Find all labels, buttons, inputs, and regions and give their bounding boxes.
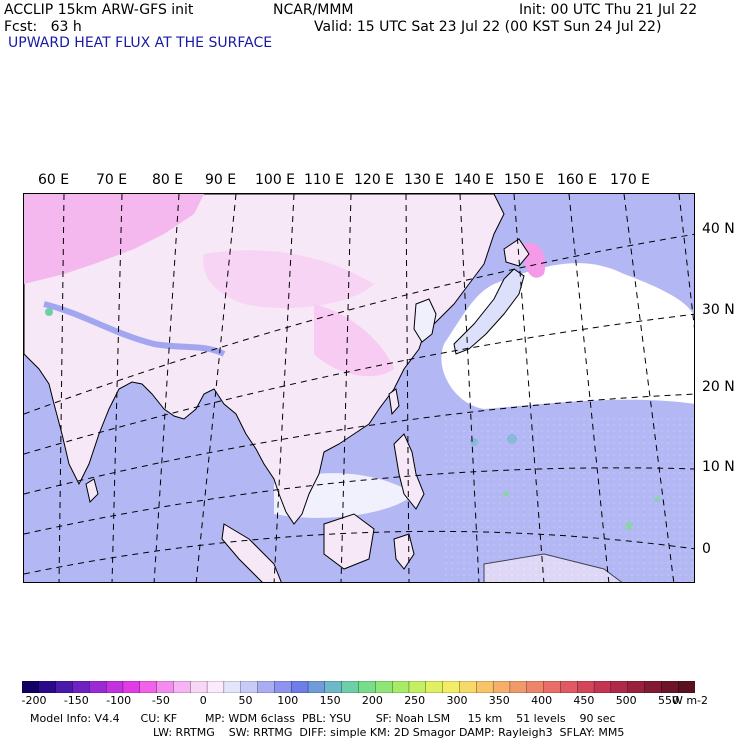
heat-flux-map — [24, 194, 694, 582]
colorbar-swatch — [139, 681, 158, 693]
colorbar-swatch — [38, 681, 57, 693]
colorbar-tick-label: 100 — [277, 694, 299, 707]
colorbar-tick-label: 0 — [199, 694, 207, 707]
longitude-label: 110 E — [304, 172, 345, 188]
negative-flux-central — [203, 250, 374, 308]
model-info-line1: Model Info: V4.4 CU: KF MP: WDM 6class P… — [30, 712, 616, 725]
colorbar-swatch — [324, 681, 343, 693]
colorbar-swatch — [375, 681, 393, 693]
colorbar-swatch — [577, 681, 595, 693]
colorbar-swatch — [307, 681, 326, 693]
colorbar-swatch — [627, 681, 646, 693]
colorbar — [22, 681, 695, 693]
colorbar-tick-label: 500 — [615, 694, 637, 707]
longitude-label: 170 E — [610, 172, 651, 188]
forecast-hour: Fcst: 63 h — [4, 19, 82, 35]
colorbar-swatch — [341, 681, 360, 693]
colorbar-swatch — [661, 681, 679, 693]
institution-label: NCAR/MMM — [273, 2, 354, 18]
colorbar-swatch — [560, 681, 578, 693]
colorbar-swatch — [274, 681, 292, 693]
colorbar-swatch — [543, 681, 562, 693]
colorbar-swatch — [509, 681, 528, 693]
longitude-label: 160 E — [557, 172, 598, 188]
longitude-label: 60 E — [38, 172, 70, 188]
colorbar-swatch — [173, 681, 191, 693]
colorbar-swatch — [610, 681, 629, 693]
colorbar-swatch — [89, 681, 107, 693]
colorbar-tick-label: 400 — [531, 694, 553, 707]
latitude-label: 40 N — [702, 221, 735, 237]
valid-time: Valid: 15 UTC Sat 23 Jul 22 (00 KST Sun … — [314, 19, 662, 35]
colorbar-tick-label: -150 — [63, 694, 89, 707]
colorbar-swatch — [190, 681, 208, 693]
colorbar-swatch — [206, 681, 225, 693]
himalaya-belt — [43, 301, 226, 357]
longitude-label: 130 E — [404, 172, 445, 188]
taiwan — [388, 388, 400, 416]
longitude-label: 80 E — [152, 172, 184, 188]
longitude-label: 70 E — [96, 172, 128, 188]
latitude-label: 10 N — [702, 459, 735, 475]
longitude-label: 90 E — [205, 172, 237, 188]
colorbar-swatch — [526, 681, 545, 693]
hokkaido — [503, 238, 530, 267]
colorbar-swatch — [156, 681, 175, 693]
colorbar-swatch — [391, 681, 410, 693]
negative-flux-hokkaido — [523, 243, 546, 278]
latitude-grid — [24, 233, 694, 575]
colorbar-tick-label: 550 — [658, 694, 679, 707]
colorbar-swatch — [55, 681, 74, 693]
latitude-label: 30 N — [702, 302, 735, 318]
colorbar-tick-label: 300 — [446, 694, 468, 707]
korea-peninsula — [413, 298, 437, 343]
colorbar-tick-label: 50 — [238, 694, 253, 707]
colorbar-swatch — [257, 681, 276, 693]
colorbar-swatch — [492, 681, 511, 693]
colorbar-tick-label: 350 — [488, 694, 510, 707]
negative-flux-east-china — [314, 304, 394, 377]
colorbar-tick-label: -200 — [21, 694, 47, 707]
colorbar-swatch — [22, 681, 40, 693]
colorbar-swatch — [459, 681, 477, 693]
sri-lanka — [85, 478, 99, 503]
colorbar-swatch — [408, 681, 427, 693]
longitude-label: 140 E — [454, 172, 495, 188]
flux-spot — [45, 308, 53, 316]
init-time: Init: 00 UTC Thu 21 Jul 22 — [519, 2, 698, 18]
colorbar-swatch — [291, 681, 309, 693]
colorbar-tick-label: 200 — [361, 694, 383, 707]
colorbar-swatch — [223, 681, 242, 693]
colorbar-swatch — [476, 681, 494, 693]
colorbar-tick-label: -50 — [151, 694, 170, 707]
model-info-line2: LW: RRTMG SW: RRTMG DIFF: simple KM: 2D … — [153, 726, 625, 739]
borneo — [323, 513, 375, 570]
colorbar-units: W m-2 — [671, 694, 709, 707]
model-title: ACCLIP 15km ARW-GFS init — [4, 2, 194, 18]
colorbar-swatch — [644, 681, 663, 693]
colorbar-tick-label: 150 — [319, 694, 341, 707]
colorbar-swatch — [358, 681, 376, 693]
colorbar-swatch — [122, 681, 141, 693]
field-title: UPWARD HEAT FLUX AT THE SURFACE — [8, 35, 273, 51]
colorbar-tick-label: -100 — [106, 694, 132, 707]
colorbar-tick-label: 450 — [573, 694, 595, 707]
negative-flux-west — [24, 194, 204, 284]
longitude-label: 120 E — [354, 172, 395, 188]
colorbar-swatch — [678, 681, 695, 693]
colorbar-swatch — [72, 681, 90, 693]
colorbar-swatch — [105, 681, 124, 693]
colorbar-swatch — [593, 681, 612, 693]
colorbar-swatch — [240, 681, 259, 693]
latitude-label: 20 N — [702, 379, 735, 395]
latitude-label: 0 — [702, 541, 711, 557]
longitude-label: 100 E — [255, 172, 296, 188]
colorbar-tick-label: 250 — [404, 694, 426, 707]
longitude-label: 150 E — [504, 172, 545, 188]
philippines — [393, 433, 425, 510]
map-panel — [23, 193, 695, 583]
colorbar-swatch — [442, 681, 461, 693]
colorbar-swatch — [425, 681, 444, 693]
